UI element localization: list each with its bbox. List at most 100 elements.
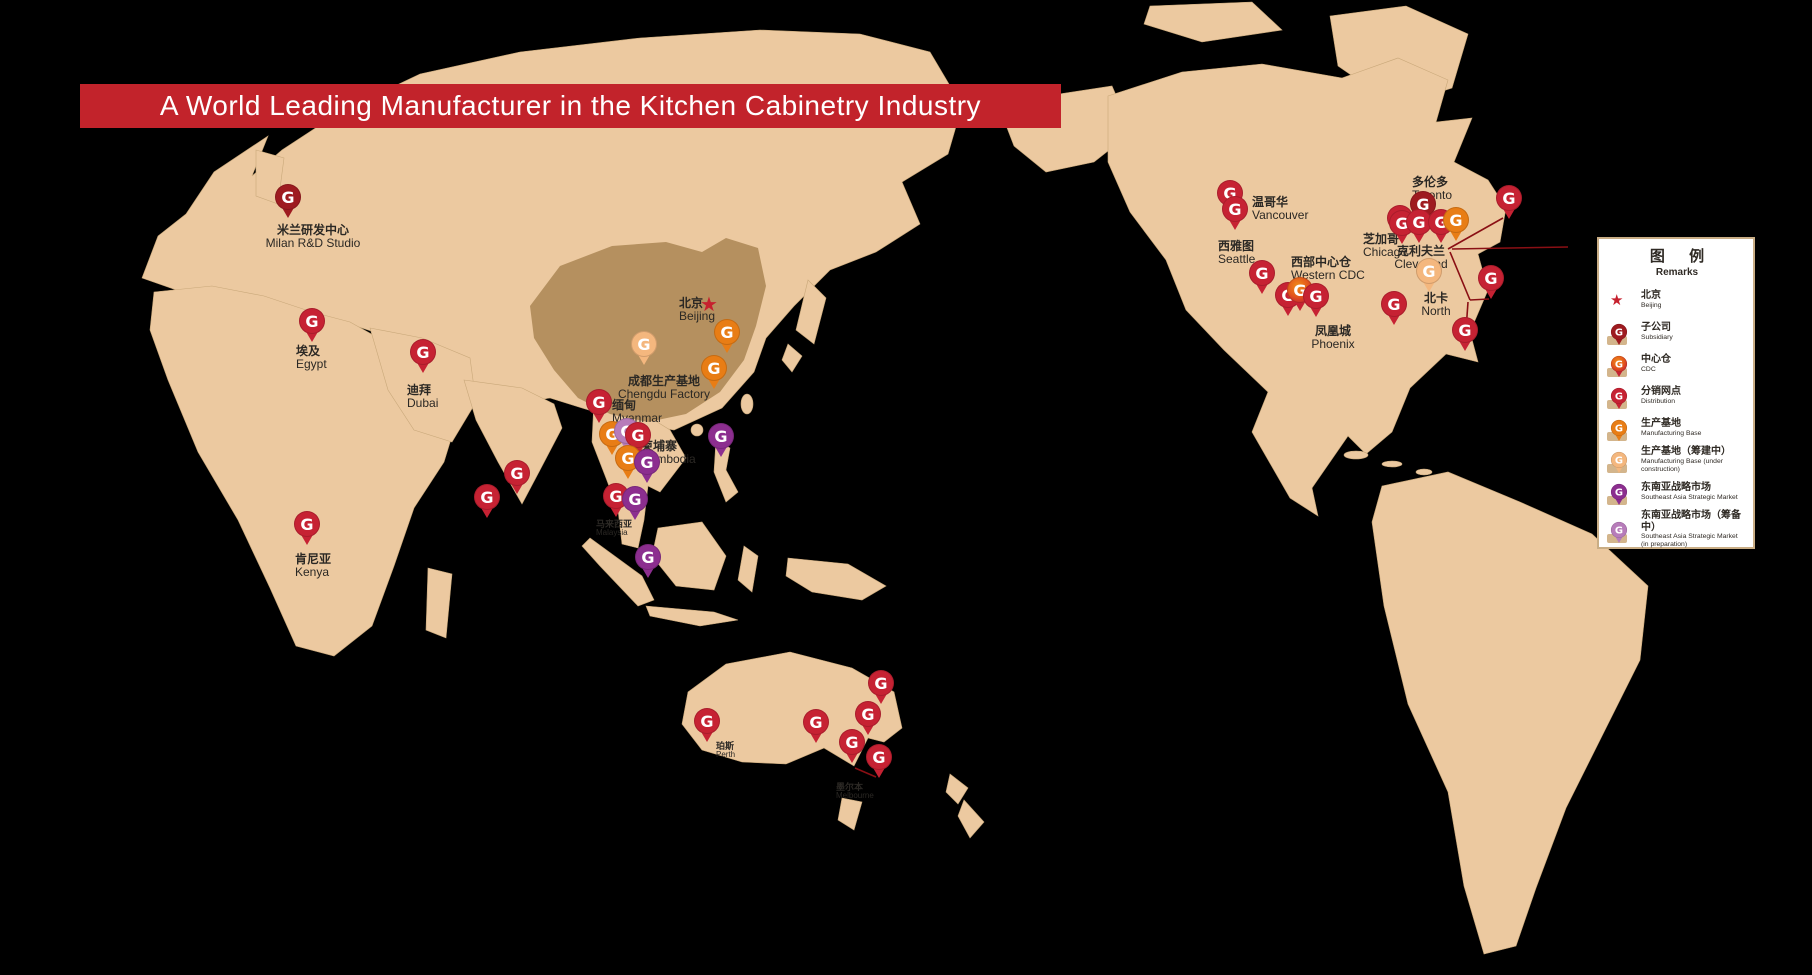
pin-head: G (868, 670, 894, 696)
map-pin-manufacturing: G (714, 319, 740, 353)
g-logo: G (872, 747, 886, 767)
legend-label-en: Beijing (1641, 301, 1662, 309)
star-icon: ★ (1610, 292, 1624, 309)
legend-item-subsidiary: G 子公司 Subsidiary (1607, 318, 1747, 346)
pin-head: G (1222, 196, 1248, 222)
map-label: 迪拜 Dubai (407, 383, 438, 411)
g-logo: G (1614, 390, 1624, 402)
g-logo: G (641, 547, 655, 567)
pin-head: G (1452, 317, 1478, 343)
map-pin-subsidiary: G (275, 184, 301, 218)
continents (141, 1, 1649, 955)
map-pin-manufacturing_uc: G (1610, 451, 1628, 473)
landmass-madagascar (425, 567, 453, 639)
pin-head: G (866, 744, 892, 770)
legend-text: 分销网点 Distribution (1641, 386, 1681, 406)
label-zh: 凤凰城 (1314, 324, 1351, 338)
pin-head: G (635, 544, 661, 570)
label-en: Vancouver (1252, 208, 1309, 223)
pin-head: G (714, 319, 740, 345)
legend-label-zh: 生产基地 (1641, 418, 1681, 430)
pin-head: G (839, 729, 865, 755)
g-logo: G (305, 311, 319, 331)
landmass-hispaniola (1381, 460, 1403, 468)
pin-head: G (1610, 387, 1628, 405)
pin-tip (1614, 337, 1624, 345)
label-zh: 西部中心仓 (1291, 255, 1352, 269)
g-logo: G (809, 712, 823, 732)
landmass-japan (795, 279, 827, 345)
map-pin-se_asia: G (708, 423, 734, 457)
pin-head: G (708, 423, 734, 449)
pin-head: G (294, 511, 320, 537)
label-en: Perth (716, 750, 736, 760)
callout-line (1447, 217, 1504, 250)
legend-label-zh: 中心仓 (1641, 354, 1671, 366)
legend-label-en: Subsidiary (1641, 333, 1673, 341)
map-pin-distribution: G (1452, 317, 1478, 351)
map-label: 西部中心仓 Western CDC (1291, 255, 1365, 283)
pin-head: G (275, 184, 301, 210)
g-logo: G (1255, 263, 1269, 283)
label-en: Western CDC (1291, 268, 1365, 283)
g-logo: G (1412, 212, 1426, 232)
map-label: 米兰研发中心 Milan R&D Studio (265, 223, 361, 251)
map-pin-distribution: G (1222, 196, 1248, 230)
label-en: Kenya (295, 565, 330, 580)
label-en: Melbourne (836, 791, 874, 801)
map-label: 北京 Beijing (679, 296, 715, 324)
map-pin-se_asia: G (1610, 483, 1628, 505)
label-zh: 墨尔本 (836, 782, 864, 792)
map-pin-distribution: G (1406, 209, 1432, 243)
map-pin-distribution: G (1478, 265, 1504, 299)
map-pin-manufacturing: G (1443, 207, 1469, 241)
g-logo: G (300, 514, 314, 534)
map-pin-se_asia: G (635, 544, 661, 578)
g-logo: G (861, 704, 875, 724)
landmass-java (645, 605, 739, 627)
banner-title: A World Leading Manufacturer in the Kitc… (159, 90, 982, 121)
pin-head: G (1610, 355, 1628, 373)
g-logo: G (874, 673, 888, 693)
legend-pin-icon-subsidiary: G (1607, 318, 1633, 346)
g-logo: G (1416, 194, 1430, 214)
g-logo: G (1502, 188, 1516, 208)
label-en: Chicago (1363, 245, 1408, 260)
g-logo: G (1228, 199, 1242, 219)
label-en: Egypt (296, 357, 327, 372)
map-label: 北卡 North (1421, 291, 1451, 319)
landmass-taiwan (740, 393, 754, 415)
map-pin-distribution: G (855, 701, 881, 735)
map-pin-distribution: G (299, 308, 325, 342)
map-label: 成都生产基地 Chengdu Factory (618, 374, 710, 402)
g-logo: G (621, 448, 635, 468)
legend-pin-icon-distribution: G (1607, 382, 1633, 410)
map-pin-distribution: G (1303, 283, 1329, 317)
label-en: North (1421, 304, 1451, 319)
g-logo: G (1614, 454, 1624, 466)
pin-head: G (634, 449, 660, 475)
callout-line (1469, 298, 1490, 301)
pin-head: G (625, 422, 651, 448)
map-pin-distribution: G (474, 484, 500, 518)
map-pin-distribution: G (839, 729, 865, 763)
map-pin-distribution: G (803, 709, 829, 743)
g-logo: G (592, 392, 606, 412)
map-pin-distribution: G (586, 389, 612, 423)
landmass-india (463, 379, 563, 505)
legend-label-en: Manufacturing Base (1641, 429, 1702, 437)
label-en: Milan R&D Studio (265, 236, 361, 251)
map-label: 芝加哥 Chicago (1363, 232, 1408, 260)
pin-head: G (1610, 323, 1628, 341)
legend-text: 子公司 Subsidiary (1641, 322, 1673, 342)
g-logo: G (1484, 268, 1498, 288)
beijing-star-icon: ★ (700, 294, 718, 316)
g-logo: G (628, 489, 642, 509)
map-pin-distribution: G (1381, 291, 1407, 325)
pin-tip (1614, 535, 1624, 543)
pin-head: G (1610, 419, 1628, 437)
map-label: 埃及 Egypt (296, 344, 327, 372)
g-logo: G (510, 463, 524, 483)
pin-head: G (694, 708, 720, 734)
